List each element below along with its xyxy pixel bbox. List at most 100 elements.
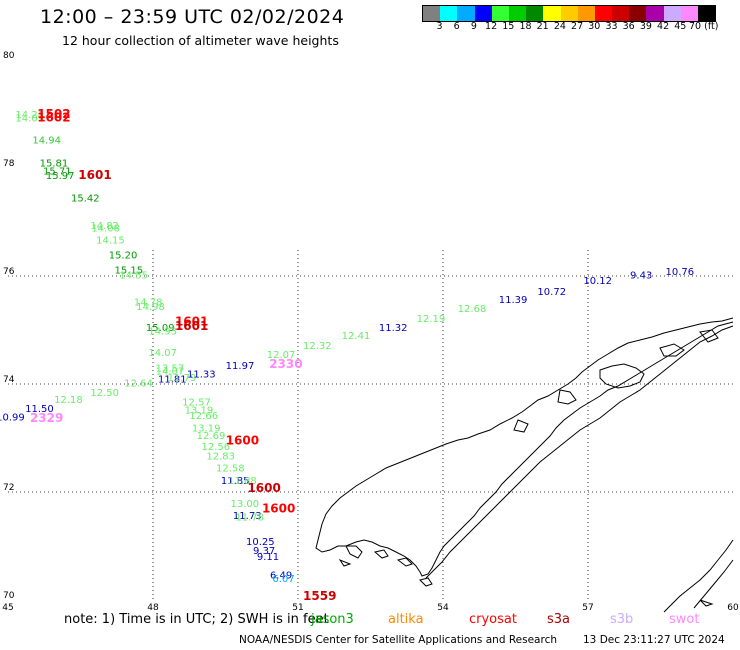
legend-swatch bbox=[440, 6, 458, 21]
page-title: 12:00 – 23:59 UTC 02/02/2024 bbox=[40, 6, 345, 28]
legend-label: 6 bbox=[453, 21, 460, 32]
wave-height-label: 12.41 bbox=[342, 331, 371, 342]
color-scale-legend bbox=[422, 5, 717, 22]
legend-swatch bbox=[543, 6, 561, 21]
wave-height-label: 15.15 bbox=[115, 265, 144, 276]
legend-label: 15 bbox=[502, 21, 515, 32]
wave-height-label: 14.09 bbox=[15, 114, 44, 125]
credit-text: NOAA/NESDIS Center for Satellite Applica… bbox=[239, 634, 557, 646]
wave-height-label: 13.19 bbox=[185, 406, 214, 417]
wave-height-label: 11.73 bbox=[233, 511, 262, 522]
wave-height-label: 11.32 bbox=[379, 323, 408, 334]
wave-height-label: 12.83 bbox=[206, 452, 235, 463]
wave-height-label: 14.21 bbox=[15, 110, 44, 121]
pass-time-label: 1602 bbox=[37, 111, 70, 125]
wave-height-label: 14.08 bbox=[91, 224, 120, 235]
wave-height-label: 12.66 bbox=[189, 411, 218, 422]
wave-height-label: 6.07 bbox=[272, 574, 294, 585]
wave-height-label: 12.58 bbox=[216, 463, 245, 474]
wave-height-label: 10.25 bbox=[246, 537, 275, 548]
wave-height-label: 12.19 bbox=[417, 314, 446, 325]
pass-time-label: 2329 bbox=[30, 411, 63, 425]
wave-height-label: 11.97 bbox=[226, 361, 255, 372]
longitude-label: 57 bbox=[582, 603, 593, 613]
legend-swatch bbox=[508, 6, 527, 21]
latitude-labels: 80 78 76 74 72 70 bbox=[3, 51, 15, 601]
legend-swatch bbox=[646, 6, 664, 21]
satellite-s3b: s3b bbox=[610, 612, 634, 627]
wave-height-label: 14.07 bbox=[148, 348, 177, 359]
wave-height-label: 14.15 bbox=[96, 236, 125, 247]
legend-swatch bbox=[526, 6, 544, 21]
wave-height-label: 11.33 bbox=[187, 370, 216, 381]
note-text: note: 1) Time is in UTC; 2) SWH is in fe… bbox=[64, 612, 329, 627]
legend-swatch bbox=[612, 6, 630, 21]
longitude-label: 60 bbox=[727, 603, 739, 613]
map-grid bbox=[8, 250, 733, 600]
pass-time-label: 1601 bbox=[175, 315, 208, 329]
wave-height-label: 12.57 bbox=[182, 398, 211, 409]
legend-label: 42 bbox=[657, 21, 670, 32]
wave-height-label: 10.72 bbox=[537, 287, 566, 298]
legend-label: 3 bbox=[436, 21, 443, 32]
wave-height-label: 9.11 bbox=[257, 552, 279, 563]
wave-height-label: 13.00 bbox=[231, 499, 260, 510]
legend-label: 36 bbox=[622, 21, 635, 32]
legend-swatch bbox=[629, 6, 647, 21]
wave-height-label: 12.69 bbox=[197, 431, 226, 442]
wave-height-label: 9.43 bbox=[630, 271, 652, 282]
satellite-s3a: s3a bbox=[547, 612, 571, 627]
legend-label: 30 bbox=[588, 21, 601, 32]
pass-time-label: 1600 bbox=[262, 502, 295, 516]
satellite-swot: swot bbox=[669, 612, 700, 627]
wave-height-label: 15.71 bbox=[43, 166, 72, 177]
wave-height-label: 14.07 bbox=[156, 366, 185, 377]
longitude-labels: 45 48 51 54 57 60 bbox=[2, 603, 739, 613]
wave-height-label: 14.98 bbox=[136, 302, 165, 313]
wave-height-label: 11.39 bbox=[499, 295, 528, 306]
wave-height-label: 15.81 bbox=[40, 158, 69, 169]
wave-height-label: 6.49 bbox=[270, 570, 292, 581]
wave-height-label: 13.19 bbox=[192, 424, 221, 435]
wave-height-label: 11.85 bbox=[221, 476, 250, 487]
legend-swatch bbox=[680, 6, 698, 21]
wave-height-label: 9.37 bbox=[253, 546, 275, 557]
coastline bbox=[315, 317, 734, 613]
latitude-label: 72 bbox=[3, 483, 14, 493]
satellite-cryosat: cryosat bbox=[469, 612, 517, 627]
wave-height-label: 12.07 bbox=[267, 350, 296, 361]
wave-height-label: 12.50 bbox=[90, 388, 119, 399]
wave-height-label: 10.76 bbox=[666, 267, 695, 278]
page-subtitle: 12 hour collection of altimeter wave hei… bbox=[62, 33, 339, 48]
legend-label: 18 bbox=[519, 21, 532, 32]
wave-height-label: 13.57 bbox=[156, 364, 185, 375]
satellite-legend: jason3 altika cryosat s3a s3b swot bbox=[0, 612, 740, 630]
wave-height-label: 12.68 bbox=[458, 304, 487, 315]
latitude-label: 76 bbox=[3, 267, 15, 277]
wave-height-label: 12.64 bbox=[124, 379, 153, 390]
longitude-label: 48 bbox=[147, 603, 159, 613]
wave-height-label: 14.93 bbox=[148, 326, 177, 337]
legend-label: 24 bbox=[553, 21, 566, 32]
legend-swatch bbox=[423, 6, 441, 21]
legend-label: 33 bbox=[605, 21, 618, 32]
pass-time-label: 1502 bbox=[37, 107, 70, 121]
legend-label: 21 bbox=[536, 21, 549, 32]
legend-label: 27 bbox=[571, 21, 584, 32]
wave-height-label: 11.78 bbox=[235, 513, 264, 524]
latitude-label: 74 bbox=[3, 375, 15, 385]
wave-height-label: 12.56 bbox=[202, 442, 231, 453]
wave-height-label: 14.94 bbox=[32, 136, 61, 147]
legend-label: 70 (ft) bbox=[689, 21, 719, 32]
legend-swatch bbox=[698, 6, 716, 21]
legend-label: 9 bbox=[470, 21, 477, 32]
pass-time-label: 1559 bbox=[303, 589, 336, 603]
wave-height-label: 11.88 bbox=[228, 476, 257, 487]
wave-height-label: 12.18 bbox=[54, 395, 83, 406]
wave-height-label: 14.55 bbox=[119, 271, 148, 282]
longitude-label: 54 bbox=[437, 603, 449, 613]
legend-swatch bbox=[663, 6, 681, 21]
pass-time-label: 2330 bbox=[269, 357, 302, 371]
